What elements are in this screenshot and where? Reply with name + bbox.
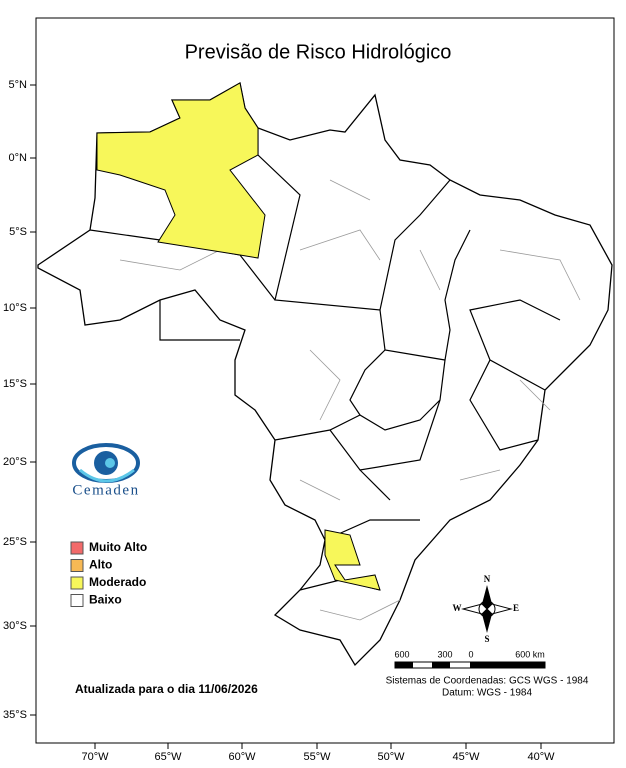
scale-label: 600 (394, 649, 409, 659)
legend-label: Moderado (89, 575, 146, 589)
lat-label: 15°S (3, 378, 27, 390)
risk-area (96, 82, 266, 259)
legend-swatch (70, 594, 84, 607)
lon-label: 65°W (154, 751, 182, 763)
legend-swatch (70, 576, 84, 590)
legend-label: Alto (89, 558, 112, 572)
scale-label: 0 (468, 649, 473, 659)
compass-e: E (513, 603, 519, 613)
lon-label: 60°W (228, 751, 256, 763)
legend-swatch (70, 541, 84, 555)
lat-label: 10°S (3, 302, 27, 314)
risk-area (324, 529, 381, 591)
lon-label: 70°W (81, 751, 109, 763)
lon-label: 55°W (303, 751, 331, 763)
crs-text: Sistemas de Coordenadas: GCS WGS - 1984 (386, 676, 589, 687)
legend-label: Muito Alto (89, 540, 147, 554)
scale-label: 600 km (515, 649, 545, 659)
compass-w: W (453, 603, 462, 613)
update-date: Atualizada para o dia 11/06/2026 (75, 682, 258, 696)
lat-label: 25°S (3, 536, 27, 548)
lon-label: 50°W (377, 751, 405, 763)
compass-s: S (484, 634, 489, 644)
lat-label: 35°S (3, 709, 27, 721)
legend-swatch (70, 559, 84, 572)
scale-label: 300 (437, 649, 452, 659)
crs-text: Datum: WGS - 1984 (442, 688, 532, 699)
lon-label: 40°W (527, 751, 555, 763)
scale-bar (394, 661, 546, 669)
logo-text: Cemaden (72, 482, 139, 498)
compass-n: N (484, 574, 491, 584)
logo: Cemaden (72, 443, 140, 498)
map-title: Previsão de Risco Hidrológico (185, 41, 452, 63)
lat-label: 20°S (3, 456, 27, 468)
lat-label: 5°S (9, 226, 27, 238)
lon-label: 45°W (452, 751, 480, 763)
legend-label: Baixo (89, 593, 122, 607)
lat-label: 30°S (3, 620, 27, 632)
lat-label: 5°N (9, 79, 28, 91)
lat-label: 0°N (9, 152, 28, 164)
compass (461, 585, 513, 633)
